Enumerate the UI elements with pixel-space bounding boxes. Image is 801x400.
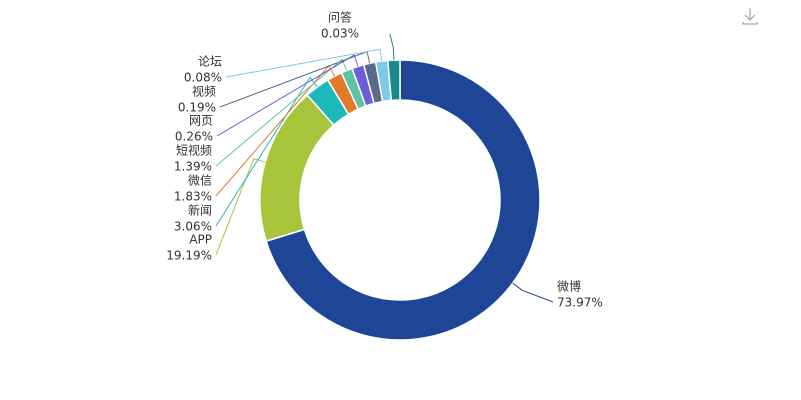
slice-label: 网页: [189, 114, 213, 128]
slice-value-label: 0.08%: [184, 71, 222, 85]
slice-value-label: 1.39%: [174, 160, 212, 174]
leader-line: [216, 54, 359, 137]
slice-label: 视频: [192, 84, 216, 99]
slice-value-label: 19.19%: [166, 249, 212, 263]
slice-value-label: 0.26%: [175, 130, 213, 144]
leader-line: [389, 33, 395, 61]
slice: [259, 94, 335, 243]
slice-label: 微信: [188, 174, 212, 188]
slice-value-label: 73.97%: [557, 296, 603, 310]
leader-line: [215, 58, 348, 167]
leader-line: [512, 282, 554, 303]
leader-line: [215, 158, 266, 256]
slice-value-label: 0.03%: [321, 27, 359, 41]
slice: [386, 59, 401, 102]
slice-label: 论坛: [198, 55, 222, 69]
slice-value-label: 1.83%: [174, 190, 212, 204]
slice-value-label: 0.19%: [178, 101, 216, 115]
slice-value-label: 3.06%: [174, 220, 212, 234]
slice-label: 新闻: [188, 203, 212, 218]
slice-label: 问答: [328, 10, 352, 25]
leader-line: [225, 48, 383, 78]
leader-line: [215, 76, 318, 227]
slice-label: 微博: [557, 279, 581, 294]
slice: [265, 59, 541, 341]
slice-label: 短视频: [176, 143, 212, 158]
slice-label: APP: [189, 233, 212, 247]
download-icon[interactable]: [742, 8, 758, 25]
